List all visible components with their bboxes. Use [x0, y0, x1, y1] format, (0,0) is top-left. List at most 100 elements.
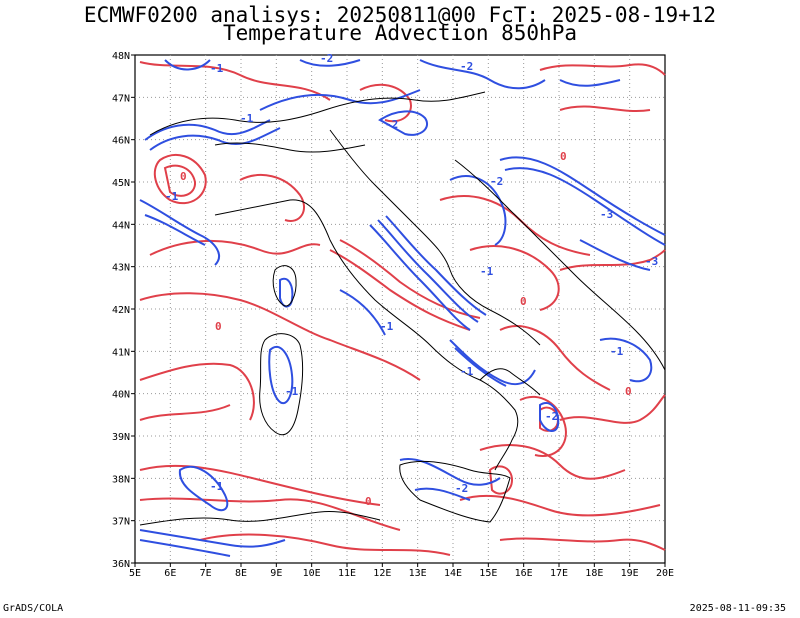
- warm-contour: [339, 239, 481, 319]
- cold-contour: [299, 59, 361, 67]
- footer-timestamp: 2025-08-11-09:35: [689, 603, 786, 614]
- sicily-coast: [399, 460, 511, 523]
- contour-value-label: -1: [165, 190, 179, 203]
- warm-contour: [239, 174, 305, 222]
- coastlines-borders: [139, 91, 666, 526]
- warm-contour: [139, 404, 231, 421]
- warm-contour: [329, 249, 471, 331]
- map-subtitle: Temperature Advection 850hPa: [222, 21, 577, 45]
- contour-value-label: -1: [285, 385, 299, 398]
- contour-value-label: -2: [385, 118, 398, 131]
- cold-contour: [149, 127, 281, 151]
- cold-contour: [449, 339, 536, 386]
- warm-contour: [479, 444, 626, 480]
- graticule: [135, 55, 665, 563]
- contour-value-label: 0: [180, 170, 187, 183]
- warm-contour: [139, 497, 401, 531]
- lat-tick-label: 36N: [112, 559, 130, 570]
- lat-tick-label: 45N: [112, 178, 130, 189]
- corsica-coast: [272, 265, 297, 307]
- cold-contour: [139, 199, 220, 266]
- lon-tick-label: 10E: [303, 568, 321, 579]
- balkan-coast: [454, 159, 666, 371]
- lon-tick-label: 19E: [621, 568, 639, 579]
- cold-contour: [499, 156, 666, 236]
- lat-tick-label: 47N: [112, 93, 130, 104]
- cold-contour: [599, 337, 653, 383]
- warm-contour: [139, 292, 421, 381]
- warm-contour: [199, 533, 451, 556]
- lon-tick-label: 18E: [585, 568, 603, 579]
- lon-tick-label: 17E: [550, 568, 568, 579]
- cold-contour: [369, 224, 471, 331]
- warm-contour: [459, 494, 661, 517]
- warm-contour: [559, 249, 666, 271]
- warm-contour: [499, 537, 666, 551]
- cold-contour: [579, 239, 651, 271]
- cold-contour: [559, 79, 621, 87]
- contour-value-label: 0: [560, 150, 567, 163]
- contour-value-label: -2: [545, 410, 558, 423]
- lat-tick-label: 39N: [112, 432, 130, 443]
- warm-contour: [139, 464, 381, 506]
- contour-value-label: 0: [520, 295, 527, 308]
- cold-contour: [377, 219, 479, 323]
- cold-contour: [385, 215, 487, 316]
- lon-tick-label: 13E: [409, 568, 427, 579]
- cold-advection-contours: [139, 59, 666, 557]
- cold-contour: [178, 465, 229, 512]
- lat-tick-label: 43N: [112, 263, 130, 274]
- lat-tick-label: 44N: [112, 220, 130, 231]
- lon-tick-label: 5E: [129, 568, 141, 579]
- lat-tick-label: 40N: [112, 390, 130, 401]
- contour-value-label: -3: [645, 255, 658, 268]
- lon-tick-label: 11E: [338, 568, 356, 579]
- warm-contour: [149, 240, 321, 256]
- warm-contour: [139, 362, 255, 421]
- warm-contour: [559, 105, 651, 112]
- warm-advection-contours: [139, 61, 666, 556]
- cold-contour: [399, 458, 501, 486]
- map-title: ECMWF0200 analisys: 20250811@00 FcT: 202…: [83, 3, 717, 27]
- lat-tick-label: 48N: [112, 51, 130, 62]
- cold-contour: [378, 110, 428, 136]
- cold-contour: [539, 402, 560, 432]
- cold-contour: [419, 59, 546, 90]
- contour-value-label: -1: [380, 320, 394, 333]
- adriatic-coast: [329, 129, 541, 346]
- lat-tick-label: 38N: [112, 474, 130, 485]
- axis-labels: 5E 6E 7E 8E 9E 10E 11E 12E 13E 14E 15E 16E 17E 18E 19E…: [112, 51, 674, 579]
- contour-value-label: -1: [460, 365, 474, 378]
- north-africa-coast: [139, 511, 381, 526]
- alps-border: [214, 142, 366, 153]
- warm-contour: [539, 63, 666, 76]
- warm-contour: [139, 61, 331, 101]
- cold-contour: [339, 289, 386, 336]
- contour-value-label: -1: [610, 345, 624, 358]
- lon-tick-label: 20E: [656, 568, 674, 579]
- contour-value-label: -1: [210, 480, 224, 493]
- lat-tick-label: 41N: [112, 347, 130, 358]
- contour-value-label: -1: [240, 112, 254, 125]
- contour-value-label: -3: [600, 208, 613, 221]
- contour-value-label: 0: [365, 495, 372, 508]
- lon-tick-label: 9E: [270, 568, 282, 579]
- contour-value-label: -1: [210, 62, 224, 75]
- warm-contour: [519, 395, 567, 457]
- lon-tick-label: 14E: [444, 568, 462, 579]
- contour-value-label: 0: [625, 385, 632, 398]
- lon-tick-label: 8E: [235, 568, 247, 579]
- lat-tick-label: 46N: [112, 136, 130, 147]
- warm-contour: [499, 325, 611, 391]
- lat-tick-label: 42N: [112, 305, 130, 316]
- cold-contour: [144, 119, 271, 141]
- contour-value-label: -2: [455, 482, 468, 495]
- lon-tick-label: 7E: [200, 568, 212, 579]
- lon-tick-label: 16E: [515, 568, 533, 579]
- cold-contour: [454, 347, 507, 387]
- lon-tick-label: 15E: [479, 568, 497, 579]
- warm-contour: [488, 465, 514, 495]
- cold-contour: [268, 345, 294, 405]
